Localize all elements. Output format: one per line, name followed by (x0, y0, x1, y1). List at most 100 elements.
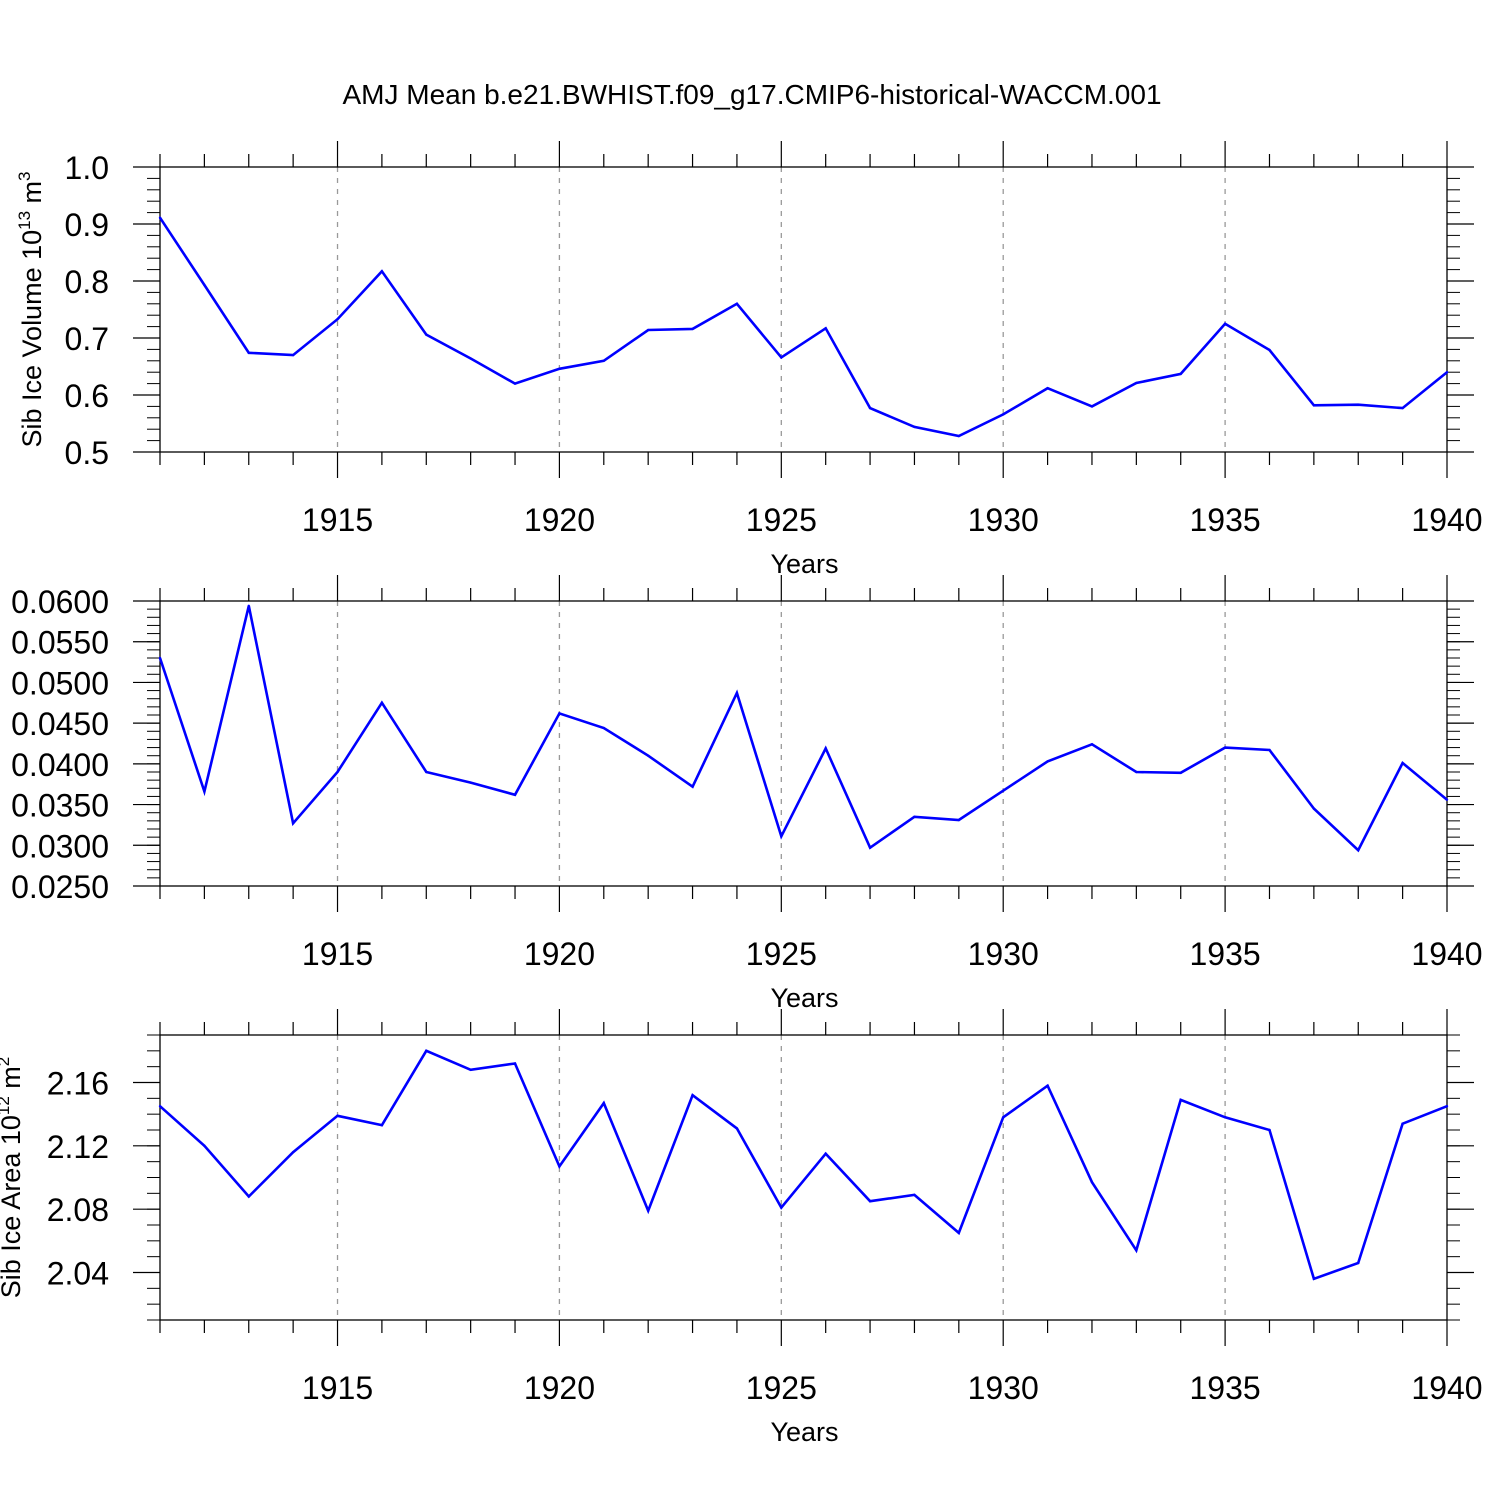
data-point (646, 328, 650, 332)
data-point (824, 1152, 827, 1155)
y-tick-label: 0.5 (65, 435, 109, 471)
data-point (158, 656, 162, 660)
data-point (780, 835, 783, 838)
data-point (1445, 1105, 1449, 1108)
data-point (1223, 1116, 1227, 1119)
x-tick-label: 1920 (524, 502, 595, 538)
data-point (1268, 748, 1271, 752)
y-tick-label: 0.0400 (11, 747, 109, 783)
data-point (291, 353, 295, 357)
y-tick-label: 0.7 (65, 321, 109, 357)
data-point (1046, 760, 1049, 763)
panel-3: 1915 1920 1925 1930 1935 1940 2.04 2.08 2.12 2.16… (0, 1009, 1483, 1447)
y-tick-label: 0.8 (65, 264, 109, 300)
data-point (247, 351, 250, 355)
data-point (1090, 405, 1094, 408)
data-point (868, 406, 872, 410)
y-axis-title: Sib Ice Volume 1013 m3 (15, 171, 47, 447)
data-point (380, 1124, 384, 1127)
y-tick-label: 1.0 (65, 150, 109, 186)
data-point (380, 270, 384, 273)
data-point (425, 770, 428, 774)
data-point (513, 382, 517, 385)
y-tick-label: 0.0450 (11, 706, 109, 742)
panels: 1915 1920 1925 1930 1935 1940 0.5 0.6 0.7 0.8 0.9 1… (0, 141, 1483, 1447)
plot-frame (159, 1034, 1448, 1321)
y-tick-label: 0.0500 (11, 665, 109, 701)
data-point (957, 1231, 961, 1235)
data-point (913, 425, 916, 429)
y-axis-title-exponent: 13 (15, 211, 34, 230)
data-point (1002, 789, 1005, 792)
data-point (1002, 413, 1005, 416)
x-axis-title: Years (770, 1417, 838, 1447)
data-point (780, 1206, 783, 1209)
data-point (1401, 1122, 1404, 1125)
x-tick-label: 1915 (302, 1370, 373, 1406)
data-point (558, 1165, 561, 1168)
data-point (1445, 798, 1449, 801)
data-point (735, 1127, 739, 1130)
x-axis-title: Years (770, 549, 838, 579)
data-point (291, 822, 295, 825)
x-tick-label: 1925 (746, 502, 817, 538)
data-point (957, 818, 961, 822)
x-tick-label: 1935 (1190, 936, 1261, 972)
y-tick-label: 0.0550 (11, 625, 109, 661)
x-tick-label: 1930 (968, 936, 1039, 972)
x-axis-title: Years (770, 983, 838, 1013)
data-point (336, 770, 339, 774)
series-line (158, 605, 1448, 853)
data-point (1135, 770, 1138, 774)
data-point (957, 434, 961, 438)
x-tick-label: 1930 (968, 1370, 1039, 1406)
data-point (691, 785, 694, 788)
data-point (1046, 1084, 1049, 1087)
data-point (469, 1068, 472, 1072)
data-point (780, 356, 783, 359)
x-tick-label: 1940 (1411, 502, 1482, 538)
data-point (1312, 1277, 1316, 1281)
data-point (646, 1209, 650, 1212)
data-point (868, 1200, 872, 1203)
data-point (824, 747, 827, 750)
x-tick-label: 1930 (968, 502, 1039, 538)
data-point (1312, 807, 1316, 810)
y-axis-title-main: Sib Ice Area 10 (0, 1115, 26, 1298)
x-tick-label: 1940 (1411, 1370, 1482, 1406)
data-point (203, 790, 206, 793)
y-axis-title-unit-exponent: 3 (15, 171, 34, 180)
data-point (602, 726, 605, 730)
x-tick-label: 1920 (524, 1370, 595, 1406)
x-tick-label: 1925 (746, 1370, 817, 1406)
data-point (913, 1193, 916, 1197)
y-tick-label: 2.04 (47, 1256, 109, 1292)
data-point (1268, 1128, 1271, 1132)
data-point (1401, 761, 1404, 765)
y-axis-title-main: Sib Ice Volume 10 (17, 230, 47, 448)
y-tick-label: 0.0350 (11, 788, 109, 824)
data-point (1357, 403, 1360, 406)
x-tick-label: 1935 (1190, 1370, 1261, 1406)
data-point (1223, 322, 1227, 325)
y-tick-label: 0.0250 (11, 869, 109, 905)
data-point (558, 367, 561, 370)
data-point (1135, 1249, 1138, 1252)
data-point (691, 1093, 694, 1097)
data-point (513, 1062, 517, 1065)
data-point (203, 1144, 206, 1148)
data-point (602, 1101, 605, 1105)
data-point (336, 1114, 339, 1117)
data-point (1135, 381, 1138, 385)
data-point (913, 815, 916, 818)
series-line (159, 1049, 1448, 1281)
data-point (1046, 386, 1049, 390)
y-tick-label: 0.6 (65, 378, 109, 414)
plot-frame (159, 166, 1448, 453)
data-point (425, 333, 428, 336)
data-point (1090, 743, 1094, 746)
data-point (158, 1105, 162, 1108)
y-axis-title-unit: m (0, 1066, 26, 1096)
x-tick-label: 1935 (1190, 502, 1261, 538)
